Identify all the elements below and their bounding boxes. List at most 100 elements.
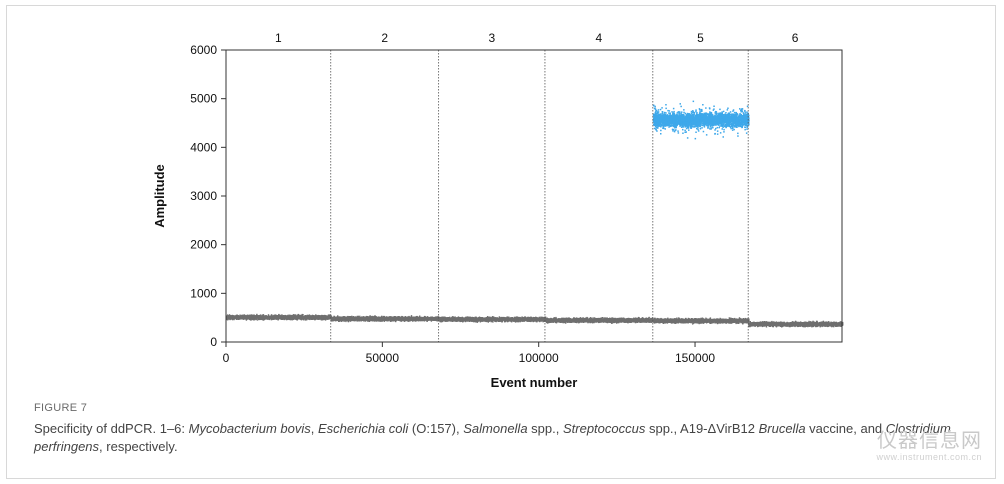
negative-droplet-point bbox=[340, 320, 343, 322]
negative-droplet-point bbox=[349, 318, 351, 320]
negative-droplet-point bbox=[423, 316, 425, 319]
negative-droplet-point bbox=[387, 320, 389, 322]
negative-droplet-point bbox=[421, 319, 423, 321]
negative-droplet-point bbox=[245, 317, 247, 319]
negative-droplet-point bbox=[432, 318, 435, 320]
negative-droplet-point bbox=[255, 317, 258, 319]
negative-droplet-point bbox=[302, 315, 304, 317]
negative-droplet-point bbox=[394, 316, 396, 319]
negative-droplet-point bbox=[427, 319, 429, 321]
negative-droplet-point bbox=[391, 317, 393, 320]
negative-droplet-point bbox=[334, 317, 336, 320]
negative-droplet-point bbox=[243, 314, 245, 316]
negative-droplet-point bbox=[276, 316, 278, 318]
negative-droplet-point bbox=[299, 315, 301, 317]
negative-droplet-point bbox=[417, 317, 419, 319]
negative-droplet-point bbox=[388, 317, 391, 320]
negative-droplet-point bbox=[414, 319, 416, 321]
negative-droplet-point bbox=[265, 317, 267, 319]
negative-droplet-point bbox=[248, 316, 251, 318]
negative-droplet-point bbox=[324, 317, 326, 319]
negative-droplet-point bbox=[278, 317, 280, 320]
negative-droplet-point bbox=[284, 315, 286, 318]
negative-droplet-point bbox=[411, 318, 413, 321]
negative-droplet-point bbox=[332, 320, 334, 322]
negative-droplet-point bbox=[242, 318, 244, 320]
negative-droplet-point bbox=[247, 315, 249, 317]
negative-droplet-point bbox=[422, 318, 424, 320]
negative-droplet-point bbox=[230, 318, 232, 320]
negative-droplet-point bbox=[235, 317, 238, 320]
negative-droplet-point bbox=[410, 315, 413, 317]
negative-droplet-point bbox=[290, 314, 293, 317]
negative-droplet-point bbox=[279, 315, 282, 318]
negative-droplet-point bbox=[376, 319, 378, 321]
negative-droplet-point bbox=[289, 314, 291, 317]
negative-droplet-point bbox=[252, 315, 255, 318]
negative-droplet-point bbox=[376, 317, 378, 319]
negative-droplet-point bbox=[281, 314, 283, 316]
negative-droplet-point bbox=[410, 318, 412, 320]
negative-droplet-point bbox=[228, 315, 230, 318]
negative-droplet-point bbox=[424, 316, 427, 318]
negative-droplet-point bbox=[306, 314, 308, 317]
negative-droplet-point bbox=[327, 318, 329, 320]
negative-droplet-point bbox=[349, 317, 351, 319]
negative-droplet-point bbox=[364, 316, 366, 318]
negative-droplet-point bbox=[284, 318, 286, 321]
negative-droplet-point bbox=[292, 316, 294, 319]
negative-droplet-point bbox=[277, 318, 279, 321]
negative-droplet-point bbox=[376, 318, 378, 320]
negative-droplet-point bbox=[521, 316, 523, 318]
negative-droplet-point bbox=[351, 318, 353, 320]
negative-droplet-point bbox=[280, 317, 282, 319]
negative-droplet-point bbox=[419, 315, 421, 317]
negative-droplet-point bbox=[276, 318, 278, 320]
negative-droplet-point bbox=[375, 316, 378, 318]
negative-droplet-point bbox=[322, 315, 324, 317]
negative-droplet-point bbox=[271, 317, 273, 319]
negative-droplet-point bbox=[374, 318, 376, 320]
negative-droplet-point bbox=[432, 316, 435, 319]
negative-droplet-point bbox=[386, 316, 389, 318]
negative-droplet-point bbox=[388, 316, 391, 318]
negative-droplet-point bbox=[416, 319, 419, 322]
negative-droplet-point bbox=[353, 318, 355, 321]
negative-droplet-point bbox=[427, 316, 429, 318]
negative-droplet-point bbox=[358, 317, 360, 319]
negative-droplet-point bbox=[304, 317, 306, 320]
negative-droplet-point bbox=[258, 318, 260, 320]
negative-droplet-point bbox=[297, 313, 299, 316]
negative-droplet-point bbox=[433, 319, 435, 321]
negative-droplet-point bbox=[273, 316, 276, 318]
negative-droplet-point bbox=[226, 317, 229, 319]
negative-droplet-point bbox=[269, 317, 271, 319]
negative-droplet-point bbox=[237, 318, 239, 320]
negative-droplet-point bbox=[404, 319, 407, 321]
negative-droplet-point bbox=[289, 315, 291, 318]
negative-droplet-point bbox=[258, 317, 261, 319]
negative-droplet-point bbox=[412, 320, 414, 322]
negative-droplet-point bbox=[345, 319, 348, 322]
negative-droplet-point bbox=[263, 317, 266, 319]
negative-droplet-point bbox=[397, 319, 399, 321]
negative-droplet-point bbox=[291, 318, 294, 321]
negative-droplet-point bbox=[356, 319, 359, 321]
negative-droplet-point bbox=[377, 319, 379, 321]
negative-droplet-point bbox=[342, 317, 344, 320]
negative-droplet-point bbox=[321, 314, 323, 317]
negative-droplet-point bbox=[405, 319, 408, 321]
negative-droplet-point bbox=[383, 319, 386, 321]
negative-droplet-point bbox=[390, 316, 392, 318]
negative-droplet-point bbox=[397, 316, 399, 319]
negative-droplet-point bbox=[394, 320, 397, 322]
negative-droplet-point bbox=[332, 317, 334, 320]
negative-droplet-point bbox=[237, 315, 239, 317]
negative-droplet-point bbox=[341, 317, 343, 319]
negative-droplet-point bbox=[408, 316, 410, 319]
negative-droplet-point bbox=[411, 317, 414, 319]
negative-droplet-point bbox=[317, 318, 319, 320]
negative-droplet-point bbox=[403, 320, 405, 322]
negative-droplet-point bbox=[251, 316, 253, 318]
negative-droplet-point bbox=[239, 314, 241, 316]
